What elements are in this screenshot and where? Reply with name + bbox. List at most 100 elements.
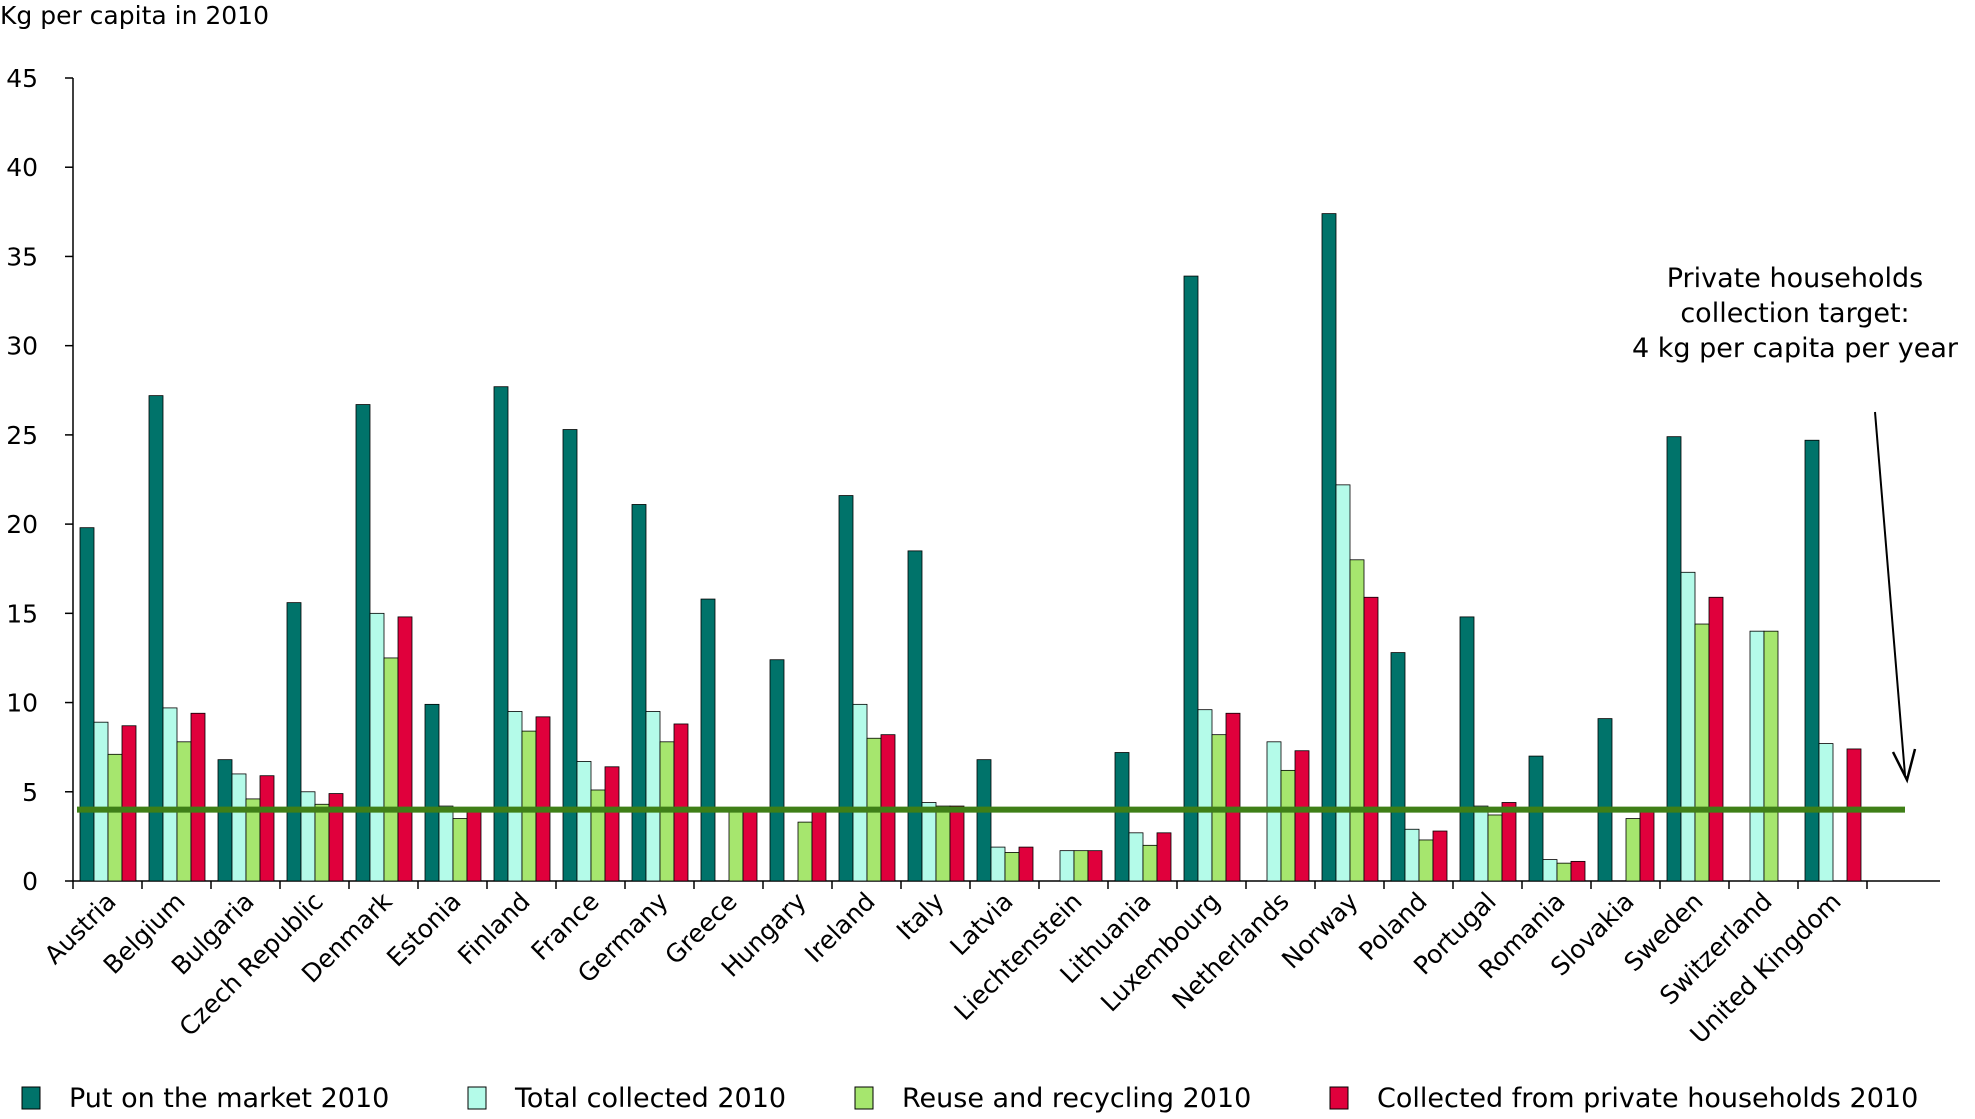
bar-4 — [1501, 802, 1517, 882]
bar-3 — [797, 821, 813, 882]
y-tick-label: 10 — [6, 689, 38, 718]
y-tick-label: 40 — [6, 153, 38, 182]
bar-2 — [645, 711, 661, 882]
bar-4 — [328, 793, 344, 882]
bar-2 — [1059, 850, 1075, 882]
bar-3 — [1349, 559, 1365, 882]
bar-1 — [1666, 436, 1682, 882]
bar-1 — [631, 504, 647, 882]
bar-3 — [1556, 862, 1572, 882]
bar-4 — [1018, 846, 1034, 882]
annotation-arrow-icon — [1874, 411, 1906, 776]
bar-3 — [1142, 844, 1158, 882]
bar-3 — [383, 657, 399, 882]
bar-1 — [424, 703, 440, 882]
bar-4 — [1087, 850, 1103, 882]
y-tick-label: 15 — [6, 599, 38, 628]
legend-label: Reuse and recycling 2010 — [902, 1083, 1251, 1114]
bar-2 — [921, 802, 937, 882]
bar-4 — [604, 766, 620, 882]
bar-3 — [1487, 814, 1503, 882]
bar-4 — [1432, 830, 1448, 882]
bar-4 — [259, 775, 275, 882]
y-tick-label: 20 — [6, 510, 38, 539]
bar-1 — [148, 395, 164, 882]
bar-2 — [162, 707, 178, 882]
bar-1 — [1114, 752, 1130, 882]
legend-label: Collected from private households 2010 — [1377, 1083, 1918, 1114]
bar-3 — [590, 789, 606, 882]
legend-swatch — [854, 1086, 874, 1110]
bar-1 — [769, 659, 785, 882]
annotation-text: collection target: — [1680, 298, 1909, 329]
bar-1 — [1597, 718, 1613, 882]
bar-4 — [1570, 860, 1586, 882]
bar-2 — [507, 711, 523, 882]
bar-3 — [1418, 839, 1434, 882]
bar-4 — [1639, 809, 1655, 882]
legend-swatch — [21, 1086, 41, 1110]
bar-4 — [1708, 596, 1724, 882]
bar-2 — [990, 846, 1006, 882]
bar-2 — [300, 791, 316, 882]
bar-4 — [1846, 748, 1862, 882]
bar-3 — [1280, 769, 1296, 882]
bar-1 — [1183, 275, 1199, 882]
bar-4 — [1156, 832, 1172, 882]
bar-3 — [1625, 818, 1641, 882]
bar-4 — [949, 805, 965, 882]
bar-2 — [1128, 832, 1144, 882]
y-tick-label: 0 — [22, 867, 38, 896]
x-category-label: Norway — [1276, 887, 1364, 975]
bars — [79, 213, 1862, 882]
bar-2 — [369, 612, 385, 882]
y-tick-label: 45 — [6, 64, 38, 93]
bar-2 — [1542, 859, 1558, 882]
bar-1 — [976, 759, 992, 882]
bar-1 — [1390, 652, 1406, 882]
bar-2 — [576, 761, 592, 882]
x-category-label: Estonia — [381, 887, 467, 973]
bar-2 — [438, 805, 454, 882]
bar-3 — [728, 809, 744, 882]
annotation-text: Private households — [1667, 263, 1923, 294]
bar-3 — [1004, 852, 1020, 882]
bar-2 — [1404, 828, 1420, 882]
bar-1 — [907, 550, 923, 882]
bar-3 — [452, 818, 468, 882]
legend-swatch — [1329, 1086, 1349, 1110]
y-tick-label: 35 — [6, 242, 38, 271]
bar-1 — [493, 386, 509, 882]
bar-4 — [121, 725, 137, 882]
bar-2 — [1680, 571, 1696, 882]
bar-1 — [79, 527, 95, 882]
overlay: Private households collection target: 4 kg… — [77, 263, 1959, 813]
legend: Put on the market 2010 Total collected 20… — [21, 1083, 1918, 1114]
bar-2 — [93, 721, 109, 882]
bar-4 — [673, 723, 689, 882]
bar-2 — [1473, 805, 1489, 882]
bar-4 — [535, 716, 551, 882]
legend-label: Put on the market 2010 — [69, 1083, 389, 1114]
bar-4 — [190, 712, 206, 882]
bar-1 — [838, 495, 854, 882]
bar-1 — [1804, 439, 1820, 882]
bar-1 — [700, 598, 716, 882]
bar-3 — [521, 730, 537, 882]
bar-3 — [107, 753, 123, 882]
bar-1 — [1459, 616, 1475, 882]
bar-4 — [1363, 596, 1379, 882]
x-category-label: Italy — [891, 887, 950, 946]
x-category-label: Luxembourg — [1095, 887, 1226, 1018]
axes: Kg per capita in 2010051015202530354045A… — [0, 1, 1940, 1049]
legend-swatch — [467, 1086, 487, 1110]
bar-2 — [231, 773, 247, 882]
bar-1 — [1321, 213, 1337, 882]
bar-4 — [397, 616, 413, 882]
bar-3 — [1763, 630, 1779, 882]
bar-2 — [1335, 484, 1351, 882]
bar-4 — [742, 809, 758, 882]
bar-1 — [1528, 755, 1544, 882]
